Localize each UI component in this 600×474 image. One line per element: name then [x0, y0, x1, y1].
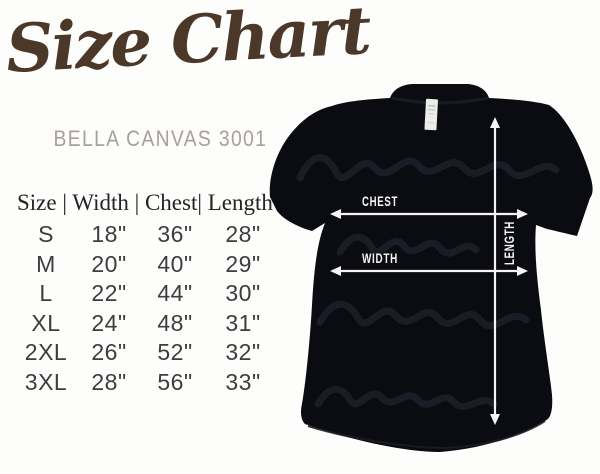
- length-cell: 32": [225, 339, 261, 366]
- watermark-script: [296, 154, 560, 410]
- length-arrowhead-top: [490, 117, 500, 128]
- size-table-header: Size | Width | Chest| Length: [17, 190, 273, 215]
- chest-arrow-label: CHEST: [362, 193, 398, 209]
- length-arrowhead-bottom: [490, 414, 500, 425]
- chest-cell: 40": [157, 250, 193, 277]
- width-arrowhead-left: [330, 266, 341, 276]
- length-cell: 33": [225, 368, 261, 395]
- width-cell: 20": [91, 250, 127, 277]
- chest-cell: 44": [157, 280, 193, 307]
- chest-arrowhead-right: [517, 209, 528, 219]
- size-cell: 2XL: [24, 339, 68, 366]
- length-cell: 29": [225, 250, 261, 277]
- chest-arrowhead-left: [330, 209, 341, 219]
- length-cell: 30": [225, 280, 261, 307]
- width-cell: 26": [91, 339, 127, 366]
- length-cell: 31": [225, 309, 261, 336]
- size-table: S 18" 36" 28" M 20" 40" 29" L 22" 44" 30…: [14, 220, 276, 397]
- size-cell: S: [38, 221, 54, 248]
- tshirt-silhouette: [269, 84, 593, 452]
- hem-seam: [307, 420, 546, 450]
- product-subtitle: BELLA CANVAS 3001: [53, 126, 268, 151]
- chest-cell: 48": [157, 309, 193, 336]
- size-cell: XL: [31, 309, 61, 336]
- width-cell: 24": [91, 309, 127, 336]
- chest-cell: 36": [157, 221, 193, 248]
- width-arrowhead-right: [517, 266, 528, 276]
- length-arrow-label: LENGTH: [501, 221, 517, 265]
- width-cell: 22": [91, 280, 127, 307]
- size-cell: L: [39, 280, 53, 307]
- chest-cell: 52": [157, 339, 193, 366]
- width-cell: 28": [91, 368, 127, 395]
- width-cell: 18": [91, 221, 127, 248]
- size-cell: M: [36, 250, 56, 277]
- collar-seam: [391, 96, 489, 105]
- length-cell: 28": [225, 221, 261, 248]
- width-arrow-label: WIDTH: [362, 250, 398, 266]
- chest-cell: 56": [157, 368, 193, 395]
- neck-tag: [424, 98, 438, 131]
- size-cell: 3XL: [24, 368, 68, 395]
